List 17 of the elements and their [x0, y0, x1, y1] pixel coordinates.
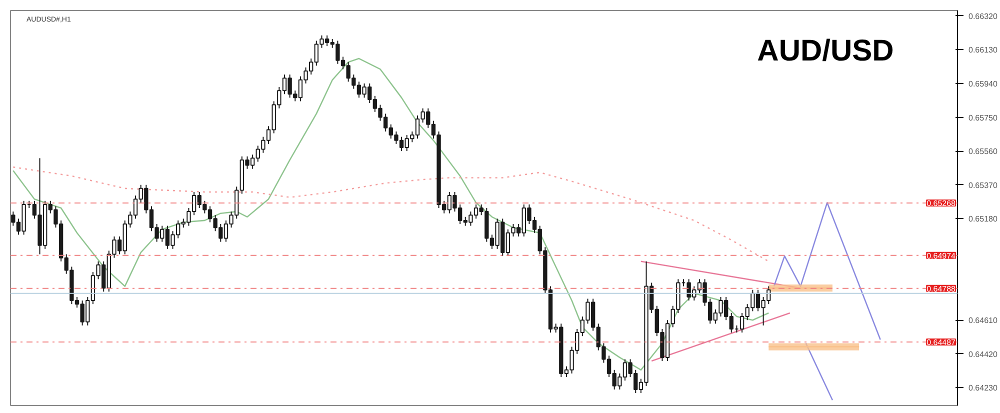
- text: AUD/USD: [757, 34, 894, 68]
- y-tick-label: 0.66130: [968, 46, 998, 55]
- y-tick-label: 0.65180: [968, 214, 998, 224]
- ref-line-label: 0.64788: [926, 284, 956, 294]
- ref-line-label: 0.64974: [926, 251, 956, 260]
- y-tick-label: 0.64230: [968, 384, 998, 393]
- y-tick-label: 0.66320: [968, 12, 998, 21]
- y-tick-label: 0.65940: [968, 79, 998, 88]
- ref-line-label: 0.64487: [926, 338, 956, 347]
- ref-line-label: 0.65268: [926, 199, 956, 208]
- y-tick-label: 0.65370: [968, 180, 998, 190]
- y-tick-label: 0.65560: [968, 147, 998, 156]
- line-series: [773, 202, 882, 340]
- y-tick-label: 0.65750: [968, 113, 998, 122]
- line-series: [12, 166, 770, 262]
- y-tick-label: 0.64420: [968, 350, 998, 359]
- y-tick-label: 0.64610: [968, 316, 998, 326]
